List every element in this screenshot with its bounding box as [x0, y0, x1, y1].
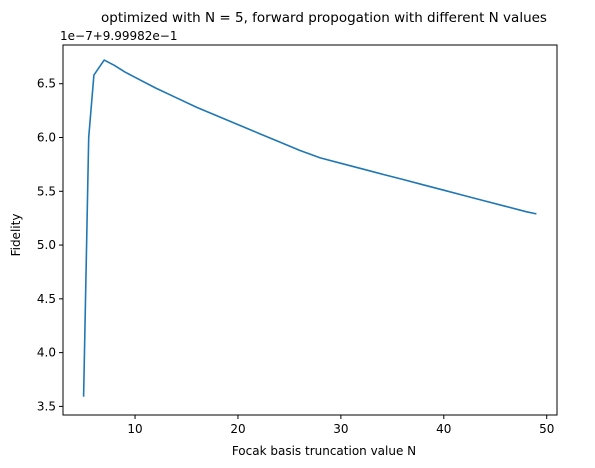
x-tick-label: 30: [333, 422, 348, 436]
x-axis-label: Focak basis truncation value N: [232, 444, 416, 458]
y-axis-offset-label: 1e−7+9.99982e−1: [60, 29, 177, 43]
x-tick-label: 10: [127, 422, 142, 436]
plot-area-frame: [62, 44, 558, 416]
y-tick-label: 4.0: [37, 346, 56, 360]
y-tick-label: 5.5: [37, 184, 56, 198]
fidelity-series-line: [82, 59, 537, 397]
y-tick-label: 6.5: [37, 77, 56, 91]
y-tick-label: 6.0: [37, 131, 56, 145]
x-tick-label: 50: [539, 422, 554, 436]
chart-title: optimized with N = 5, forward propogatio…: [101, 10, 547, 26]
x-axis-ticks: 10 20 30 40 50: [127, 415, 554, 436]
y-tick-label: 4.5: [37, 292, 56, 306]
x-tick-label: 40: [436, 422, 451, 436]
y-tick-label: 5.0: [37, 238, 56, 252]
x-tick-label: 20: [230, 422, 245, 436]
y-axis-label: Fidelity: [9, 214, 23, 257]
y-axis-ticks: 3.5 4.0 4.5 5.0 5.5 6.0 6.5: [37, 77, 63, 413]
y-tick-label: 3.5: [37, 399, 56, 413]
